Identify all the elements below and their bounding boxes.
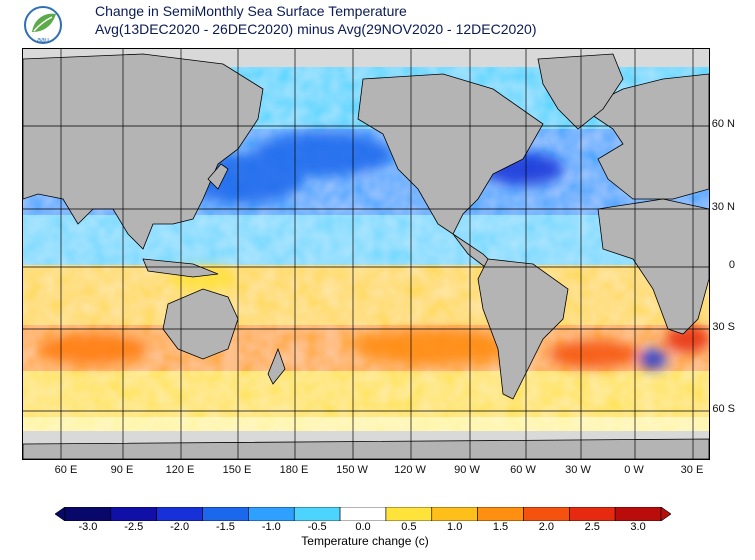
colorbar-cell bbox=[248, 507, 295, 521]
map-svg bbox=[23, 49, 709, 459]
colorbar-cell bbox=[202, 507, 249, 521]
colorbar-title: Temperature change (c) bbox=[301, 534, 429, 548]
colorbar-tick-label: -1.5 bbox=[215, 521, 235, 533]
title-line-1: Change in SemiMonthly Sea Surface Temper… bbox=[95, 3, 407, 19]
lat-label-60n: 60 N bbox=[711, 118, 735, 130]
colorbar-cell bbox=[110, 507, 157, 521]
sst-anomaly-map bbox=[22, 48, 710, 460]
lon-label-30w: 30 W bbox=[565, 464, 591, 476]
graticule bbox=[23, 49, 709, 459]
continents bbox=[23, 53, 709, 459]
lon-label-120w: 120 W bbox=[394, 464, 426, 476]
lat-label-eq: 0 bbox=[728, 259, 735, 271]
lon-label-90e: 90 E bbox=[110, 464, 134, 476]
colorbar-cell bbox=[64, 507, 112, 521]
lon-label-30e: 30 E bbox=[680, 464, 704, 476]
colorbar-cell bbox=[523, 507, 570, 521]
colorbar-tick-label: -2.5 bbox=[124, 521, 144, 533]
colorbar-cell bbox=[293, 507, 341, 521]
lat-label-30s: 30 S bbox=[712, 321, 735, 333]
colorbar-tick-label: -0.5 bbox=[307, 521, 327, 533]
colorbar-arrow-low bbox=[55, 507, 66, 521]
lon-label-150e: 150 E bbox=[222, 464, 252, 476]
colorbar-cell bbox=[385, 507, 433, 521]
colorbar-cell bbox=[569, 507, 616, 521]
colorbar-tick-label: -3.0 bbox=[78, 521, 98, 533]
colorbar-cell bbox=[477, 507, 524, 521]
colorbar-cell bbox=[339, 507, 387, 521]
colorbar-cells bbox=[55, 507, 671, 521]
colorbar-tick-label: -1.0 bbox=[261, 521, 281, 533]
colorbar bbox=[55, 507, 671, 521]
colorbar-cell bbox=[156, 507, 203, 521]
colorbar-cell bbox=[431, 507, 478, 521]
lon-label-180e: 180 E bbox=[279, 464, 309, 476]
colorbar-tick-label: 1.0 bbox=[447, 521, 463, 533]
agency-logo: aau bbox=[24, 6, 62, 44]
colorbar-tick-label: 2.0 bbox=[538, 521, 555, 533]
lon-label-60w: 60 W bbox=[510, 464, 536, 476]
lat-label-30n: 30 N bbox=[711, 201, 735, 213]
colorbar-tick-label: 0.5 bbox=[401, 521, 417, 533]
lon-label-0w: 0 W bbox=[624, 464, 644, 476]
colorbar-arrow-high bbox=[660, 507, 671, 521]
colorbar-tick-label: 3.0 bbox=[630, 521, 646, 533]
colorbar-tick-label: 2.5 bbox=[584, 521, 600, 533]
lon-label-150w: 150 W bbox=[336, 464, 368, 476]
colorbar-cell bbox=[614, 507, 662, 521]
chart-title: Change in SemiMonthly Sea Surface Temper… bbox=[95, 2, 537, 38]
lon-label-60e: 60 E bbox=[54, 464, 78, 476]
lon-label-90w: 90 W bbox=[454, 464, 480, 476]
colorbar-tick-label: 0.0 bbox=[355, 521, 371, 533]
lat-label-60s: 60 S bbox=[712, 403, 735, 415]
colorbar-tick-label: -2.0 bbox=[170, 521, 190, 533]
title-line-2: Avg(13DEC2020 - 26DEC2020) minus Avg(29N… bbox=[95, 21, 537, 37]
lon-label-120e: 120 E bbox=[165, 464, 195, 476]
colorbar-tick-label: 1.5 bbox=[492, 521, 509, 533]
logo-text: aau bbox=[37, 37, 49, 44]
